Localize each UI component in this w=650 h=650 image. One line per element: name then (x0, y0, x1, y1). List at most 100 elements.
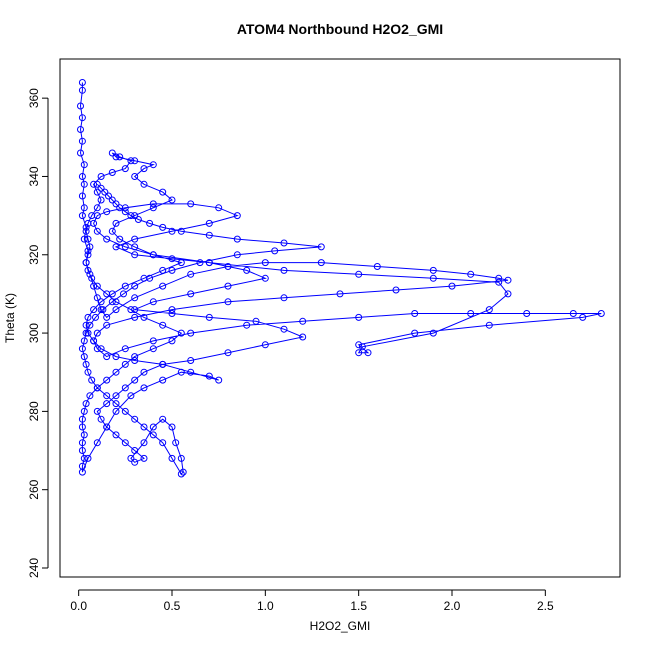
data-point (504, 290, 512, 298)
data-point (80, 180, 88, 188)
data-point (205, 313, 213, 321)
data-point (177, 470, 185, 478)
data-point (78, 415, 86, 423)
x-tick-label: 2.0 (444, 599, 461, 613)
data-point (131, 282, 139, 290)
data-point (131, 294, 139, 302)
series-line (79, 82, 602, 475)
data-point (149, 337, 157, 345)
data-point (172, 439, 180, 447)
data-point (579, 313, 587, 321)
data-point (205, 372, 213, 380)
data-point (82, 259, 90, 267)
data-point (84, 251, 92, 259)
data-point (86, 243, 94, 251)
y-axis-label: Theta (K) (3, 293, 17, 343)
data-point (261, 341, 269, 349)
data-point (131, 243, 139, 251)
data-point (78, 423, 86, 431)
data-point (205, 259, 213, 267)
data-point (97, 298, 105, 306)
data-point (261, 274, 269, 282)
data-point (90, 180, 98, 188)
data-point (80, 407, 88, 415)
data-point (159, 188, 167, 196)
data-point (131, 306, 139, 314)
data-point (196, 259, 204, 267)
data-point (131, 415, 139, 423)
data-point (121, 407, 129, 415)
data-point (80, 235, 88, 243)
data-point (523, 310, 531, 317)
data-point (93, 384, 101, 392)
data-point (261, 259, 269, 267)
data-point (112, 353, 120, 361)
data-point (78, 439, 86, 447)
data-point (88, 212, 96, 220)
data-point (140, 165, 148, 173)
data-point (271, 247, 279, 255)
data-point (224, 282, 232, 290)
data-point (392, 286, 400, 294)
data-point (97, 345, 105, 353)
data-point (103, 423, 111, 431)
data-point (149, 161, 157, 169)
data-point (280, 266, 288, 274)
data-point (112, 200, 120, 208)
data-point (112, 407, 120, 415)
data-point (88, 274, 96, 282)
data-point (134, 216, 142, 223)
data-point (131, 458, 139, 466)
data-point (108, 298, 116, 306)
data-point (233, 251, 241, 259)
data-point (127, 212, 135, 220)
data-point (429, 266, 437, 274)
data-point (187, 200, 195, 208)
data-point (112, 392, 120, 400)
data-point (93, 407, 101, 415)
data-point (127, 454, 135, 462)
data-point (149, 204, 157, 212)
x-tick-label: 1.0 (257, 599, 274, 613)
data-point (168, 255, 176, 263)
data-point (504, 276, 512, 284)
data-point (112, 431, 120, 439)
data-point (168, 310, 176, 317)
data-point (168, 196, 176, 204)
data-point (224, 263, 232, 270)
data-point (243, 321, 251, 329)
data-point (131, 376, 139, 384)
data-point (149, 298, 157, 306)
data-point (168, 306, 176, 314)
data-point (121, 165, 129, 173)
data-point (82, 321, 90, 329)
data-point (224, 349, 232, 357)
data-point (127, 157, 135, 165)
data-point (97, 173, 105, 180)
data-point (121, 360, 129, 368)
data-point (131, 353, 139, 361)
data-point (108, 169, 116, 176)
data-point (108, 227, 116, 235)
data-point (78, 345, 86, 353)
data-point (77, 102, 84, 110)
data-point (485, 306, 493, 314)
data-point (77, 149, 84, 157)
data-point (93, 345, 101, 353)
data-point (280, 325, 288, 333)
data-point (103, 290, 111, 298)
data-point (149, 423, 157, 431)
data-point (448, 282, 456, 290)
x-tick-label: 0.5 (164, 599, 181, 613)
data-point (127, 306, 135, 314)
data-point (121, 282, 129, 290)
data-point (112, 400, 120, 408)
data-point (86, 270, 94, 278)
data-point (84, 329, 92, 337)
data-point (179, 468, 187, 476)
data-point (159, 439, 167, 447)
data-point (103, 235, 111, 243)
data-point (108, 196, 116, 204)
data-point (485, 321, 493, 329)
data-point (108, 149, 116, 157)
